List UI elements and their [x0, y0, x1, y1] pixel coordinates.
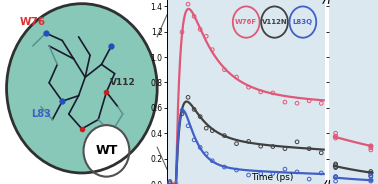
Point [185, 124, 191, 127]
Point [258, 91, 264, 93]
Point [234, 169, 240, 171]
Circle shape [84, 125, 129, 177]
Point [222, 134, 228, 137]
Point [222, 166, 228, 169]
Point [333, 163, 339, 166]
Text: V112N: V112N [262, 19, 287, 25]
Point [333, 166, 339, 169]
Text: L83Q: L83Q [293, 19, 313, 25]
Point [282, 101, 288, 104]
Point [185, 3, 191, 6]
Point [306, 99, 312, 102]
Point [294, 102, 300, 105]
Point [191, 139, 197, 141]
Point [306, 147, 312, 150]
Point [333, 135, 339, 138]
Point [197, 115, 203, 118]
Point [167, 181, 173, 184]
Point [333, 135, 339, 138]
Point [294, 170, 300, 173]
Point [368, 180, 374, 183]
Point [185, 96, 191, 99]
Point [179, 109, 185, 112]
Point [306, 178, 312, 181]
Point [368, 144, 374, 147]
Point [258, 145, 264, 148]
Point [333, 162, 339, 165]
Text: L83: L83 [31, 109, 51, 119]
Point [246, 174, 252, 176]
Point [270, 172, 276, 175]
Point [318, 151, 324, 154]
Point [368, 174, 374, 177]
Point [318, 171, 324, 174]
Point [368, 148, 374, 151]
Point [270, 145, 276, 148]
Point [197, 146, 203, 149]
Point [333, 176, 339, 179]
Point [368, 174, 374, 177]
Point [234, 76, 240, 79]
Point [222, 68, 228, 71]
Point [209, 129, 215, 132]
Point [203, 152, 209, 155]
Point [197, 28, 203, 31]
Text: V112: V112 [110, 78, 136, 87]
Point [246, 140, 252, 143]
Point [270, 91, 276, 94]
Point [167, 180, 173, 183]
Point [234, 142, 240, 145]
Point [179, 31, 185, 33]
Point [282, 168, 288, 171]
Point [368, 144, 374, 147]
Point [294, 140, 300, 143]
Text: WT: WT [95, 144, 118, 157]
Point [282, 147, 288, 150]
Point [368, 175, 374, 178]
Point [258, 172, 264, 175]
Text: Time (ps): Time (ps) [251, 173, 293, 182]
Point [368, 178, 374, 181]
Point [203, 35, 209, 38]
Point [333, 165, 339, 168]
Point [333, 132, 339, 135]
Point [368, 172, 374, 175]
Point [333, 175, 339, 178]
Point [318, 102, 324, 105]
Point [333, 137, 339, 140]
Point [191, 15, 197, 18]
Point [191, 108, 197, 111]
Point [368, 170, 374, 173]
Point [179, 112, 185, 115]
Point [173, 182, 179, 184]
Point [368, 146, 374, 149]
Point [333, 176, 339, 178]
Point [209, 159, 215, 162]
Point [246, 86, 252, 89]
Text: W76: W76 [20, 17, 46, 27]
Circle shape [6, 4, 157, 173]
Point [333, 180, 339, 183]
Point [203, 127, 209, 130]
Point [209, 48, 215, 51]
Text: W76F: W76F [235, 19, 257, 25]
Point [368, 172, 374, 175]
Point [167, 182, 173, 184]
